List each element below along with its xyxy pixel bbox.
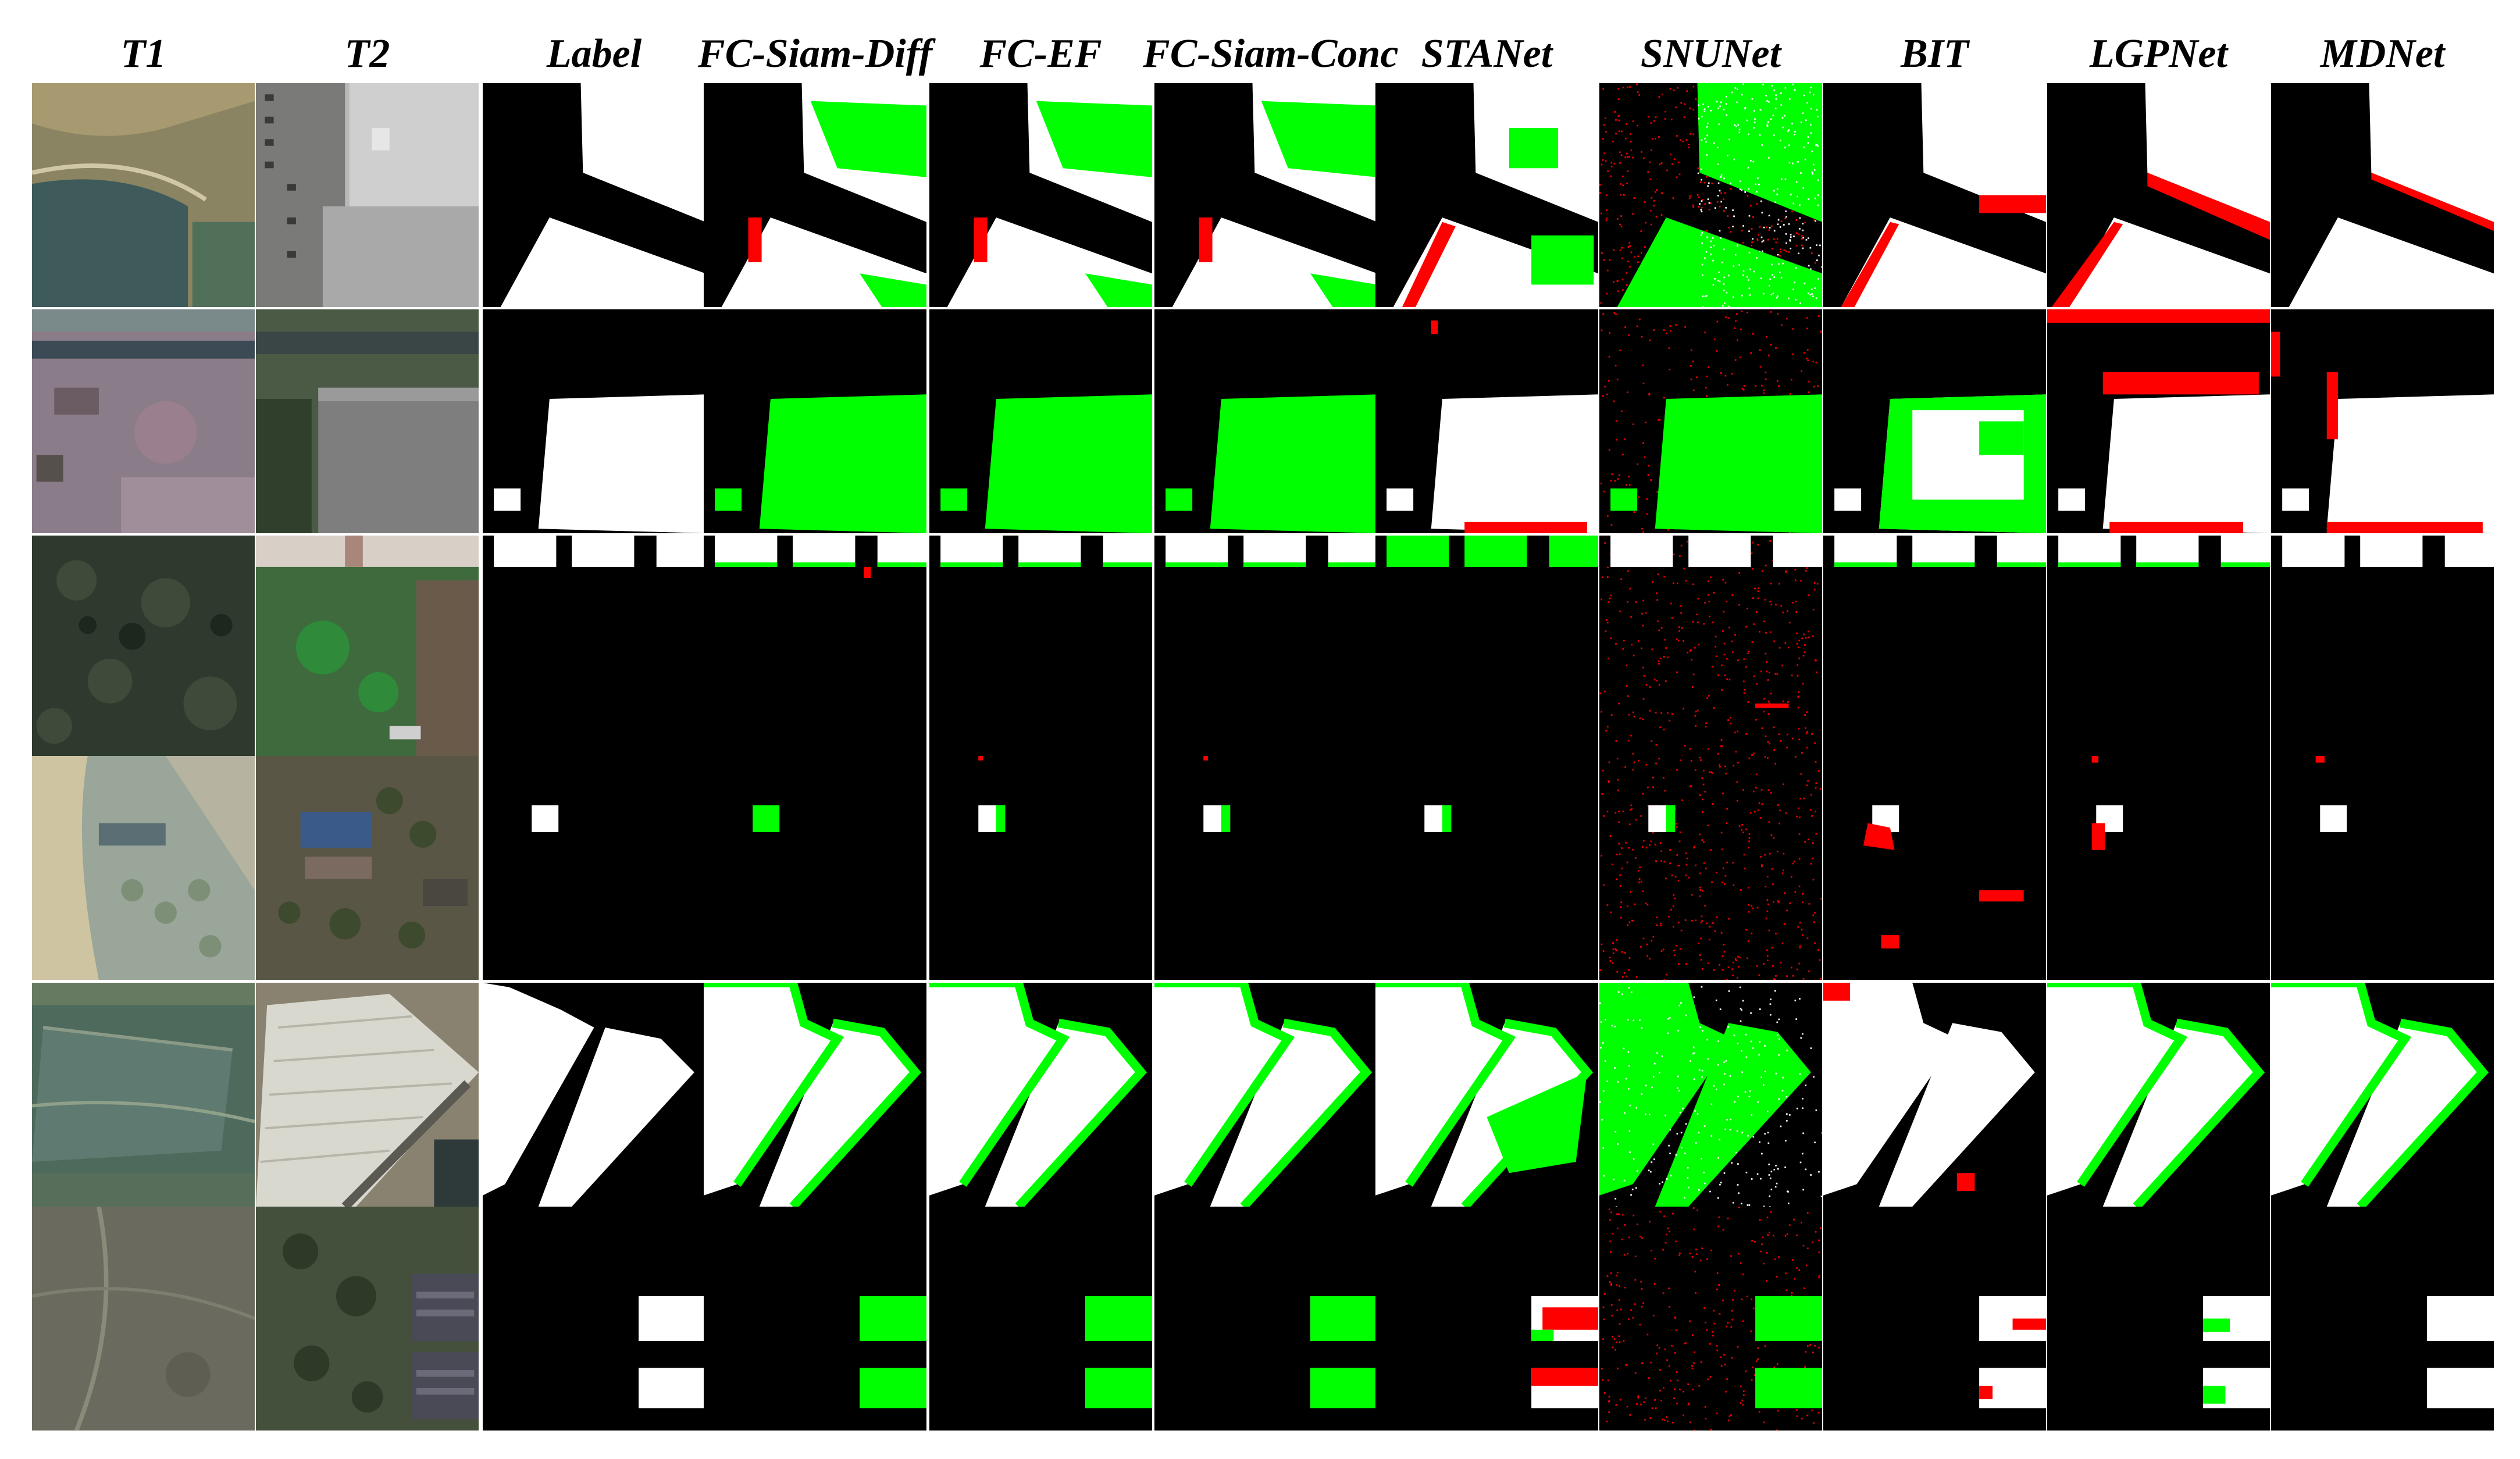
change-mask-r5-fc-siam-conc [1154,983,1377,1207]
change-mask-r3-mdnet [2271,536,2494,759]
column-header-fc-siam-conc: FC-Siam-Conc [1143,31,1399,76]
aerial-photo-r4-t1 [32,756,255,980]
change-mask-r2-label [483,309,705,533]
change-mask-r1-fc-siam-diff [704,83,926,307]
change-mask-r5-fc-siam-diff [704,983,926,1207]
change-mask-r4-mdnet [2271,756,2494,980]
change-mask-r3-label [483,536,705,759]
change-mask-r3-bit [1823,536,2046,759]
change-mask-r1-fc-ef [929,83,1152,307]
change-mask-r4-lgpnet [2047,756,2270,980]
column-header-bit: BIT [1901,31,1969,76]
change-mask-r1-mdnet [2271,83,2494,307]
change-mask-r6-label [483,1207,705,1431]
change-mask-r6-fc-ef [929,1207,1152,1431]
change-mask-r4-fc-siam-diff [704,756,926,980]
change-mask-r5-snunet [1599,983,1822,1207]
change-mask-r5-mdnet [2271,983,2494,1207]
aerial-photo-r1-t1 [32,83,255,307]
column-header-lgpnet: LGPNet [2089,31,2228,76]
column-header-fc-siam-diff: FC-Siam-Diff [697,31,933,76]
change-mask-r4-fc-ef [929,756,1152,980]
aerial-photo-r1-t2 [256,83,479,307]
column-header-fc-ef: FC-EF [979,31,1102,76]
aerial-photo-r4-t2 [256,756,479,980]
change-mask-r2-fc-siam-conc [1154,309,1377,533]
change-mask-r1-snunet [1599,83,1822,307]
change-mask-r6-fc-siam-conc [1154,1207,1377,1431]
aerial-photo-r2-t1 [32,309,255,533]
column-header-mdnet: MDNet [2320,31,2445,76]
change-mask-r6-lgpnet [2047,1207,2270,1431]
column-header-snunet: SNUNet [1640,31,1781,76]
change-mask-r6-snunet [1599,1207,1822,1431]
change-mask-r4-label [483,756,705,980]
change-mask-r5-stanet [1375,983,1598,1207]
change-mask-r2-bit [1823,309,2046,533]
change-mask-r1-bit [1823,83,2046,307]
change-mask-r1-fc-siam-conc [1154,83,1377,307]
column-header-stanet: STANet [1421,31,1553,76]
change-mask-r2-lgpnet [2047,309,2270,533]
change-mask-r1-lgpnet [2047,83,2270,307]
change-mask-r3-stanet [1375,536,1598,759]
change-mask-r1-stanet [1375,83,1598,307]
change-mask-r5-bit [1823,983,2046,1207]
change-mask-r5-label [483,983,705,1207]
aerial-photo-r5-t2 [256,983,479,1207]
change-mask-r3-fc-siam-diff [704,536,926,759]
change-mask-r6-bit [1823,1207,2046,1431]
change-mask-r2-fc-ef [929,309,1152,533]
change-mask-r5-fc-ef [929,983,1152,1207]
column-header-t2: T2 [344,31,390,76]
change-mask-r6-mdnet [2271,1207,2494,1431]
change-mask-r6-stanet [1375,1207,1598,1431]
change-mask-r2-fc-siam-diff [704,309,926,533]
change-mask-r4-bit [1823,756,2046,980]
column-header-label: Label [546,31,642,76]
change-mask-r1-label [483,83,705,307]
change-mask-r2-mdnet [2271,309,2494,533]
change-mask-r2-stanet [1375,309,1598,533]
change-mask-r4-snunet [1599,756,1822,980]
change-mask-r3-snunet [1599,536,1822,759]
change-mask-r2-snunet [1599,309,1822,533]
column-header-t1: T1 [120,31,166,76]
aerial-photo-r5-t1 [32,983,255,1207]
aerial-photo-r3-t1 [32,536,255,759]
change-mask-r3-fc-siam-conc [1154,536,1377,759]
change-mask-r4-stanet [1375,756,1598,980]
change-mask-r3-lgpnet [2047,536,2270,759]
aerial-photo-r2-t2 [256,309,479,533]
aerial-photo-r6-t1 [32,1207,255,1431]
change-mask-r4-fc-siam-conc [1154,756,1377,980]
change-mask-r3-fc-ef [929,536,1152,759]
aerial-photo-r3-t2 [256,536,479,759]
change-mask-r6-fc-siam-diff [704,1207,926,1431]
change-mask-r5-lgpnet [2047,983,2270,1207]
aerial-photo-r6-t2 [256,1207,479,1431]
